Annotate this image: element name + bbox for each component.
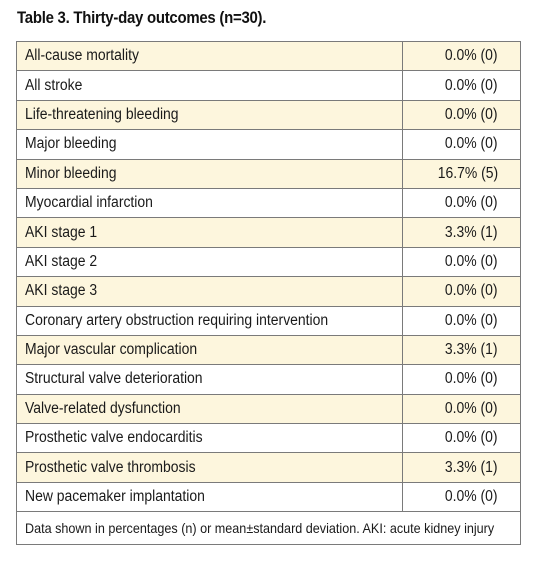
table-row: Major bleeding 0.0% (0) bbox=[16, 129, 521, 160]
table-row: AKI stage 1 3.3% (1) bbox=[16, 217, 521, 248]
outcome-value: 16.7% (5) bbox=[402, 158, 521, 189]
outcome-label: AKI stage 2 bbox=[16, 246, 403, 278]
table-row: Myocardial infarction 0.0% (0) bbox=[16, 187, 521, 219]
table-row: Valve-related dysfunction 0.0% (0) bbox=[16, 393, 521, 425]
outcome-value: 0.0% (0) bbox=[402, 393, 521, 425]
outcome-value: 0.0% (0) bbox=[402, 70, 521, 101]
table-row: AKI stage 3 0.0% (0) bbox=[16, 276, 521, 307]
outcomes-table: All-cause mortality 0.0% (0) All stroke … bbox=[16, 40, 521, 546]
outcome-label: AKI stage 3 bbox=[16, 276, 403, 307]
outcome-label: New pacemaker implantation bbox=[16, 481, 403, 513]
table-title: Table 3. Thirty-day outcomes (n=30). bbox=[17, 8, 267, 27]
outcome-value: 0.0% (0) bbox=[402, 187, 521, 219]
table-footnote: Data shown in percentages (n) or mean±st… bbox=[16, 511, 521, 546]
table-row: Coronary artery obstruction requiring in… bbox=[16, 305, 521, 336]
outcome-label: Major bleeding bbox=[16, 129, 403, 160]
outcome-value: 3.3% (1) bbox=[402, 217, 521, 248]
table-row: Minor bleeding 16.7% (5) bbox=[16, 158, 521, 189]
outcome-label: Life-threatening bleeding bbox=[16, 99, 403, 131]
outcome-label: Valve-related dysfunction bbox=[16, 393, 403, 425]
outcome-label: Major vascular complication bbox=[16, 334, 403, 366]
outcome-label: Prosthetic valve endocarditis bbox=[16, 423, 403, 454]
outcome-value: 0.0% (0) bbox=[402, 364, 521, 395]
outcomes-table-container: All-cause mortality 0.0% (0) All stroke … bbox=[16, 40, 521, 546]
outcome-label: Structural valve deterioration bbox=[16, 364, 403, 395]
outcome-value: 0.0% (0) bbox=[402, 305, 521, 336]
table-row: All-cause mortality 0.0% (0) bbox=[16, 40, 521, 72]
table-row: Life-threatening bleeding 0.0% (0) bbox=[16, 99, 521, 131]
outcome-label: Minor bleeding bbox=[16, 158, 403, 189]
outcome-value: 0.0% (0) bbox=[402, 129, 521, 160]
outcome-label: All-cause mortality bbox=[16, 40, 403, 72]
table-row: Major vascular complication 3.3% (1) bbox=[16, 334, 521, 366]
outcome-label: All stroke bbox=[16, 70, 403, 101]
outcome-value: 3.3% (1) bbox=[402, 334, 521, 366]
table-row: Prosthetic valve thrombosis 3.3% (1) bbox=[16, 452, 521, 483]
table-row: New pacemaker implantation 0.0% (0) bbox=[16, 481, 521, 513]
outcome-value: 0.0% (0) bbox=[402, 276, 521, 307]
footnote-row: Data shown in percentages (n) or mean±st… bbox=[16, 511, 521, 546]
outcome-label: AKI stage 1 bbox=[16, 217, 403, 248]
outcome-label: Myocardial infarction bbox=[16, 187, 403, 219]
table-row: AKI stage 2 0.0% (0) bbox=[16, 246, 521, 278]
outcome-value: 0.0% (0) bbox=[402, 99, 521, 131]
outcome-value: 3.3% (1) bbox=[402, 452, 521, 483]
outcome-label: Coronary artery obstruction requiring in… bbox=[16, 305, 403, 336]
table-row: Structural valve deterioration 0.0% (0) bbox=[16, 364, 521, 395]
table-row: All stroke 0.0% (0) bbox=[16, 70, 521, 101]
outcome-value: 0.0% (0) bbox=[402, 246, 521, 278]
outcome-value: 0.0% (0) bbox=[402, 423, 521, 454]
outcome-value: 0.0% (0) bbox=[402, 481, 521, 513]
table-row: Prosthetic valve endocarditis 0.0% (0) bbox=[16, 423, 521, 454]
outcome-value: 0.0% (0) bbox=[402, 40, 521, 72]
outcome-label: Prosthetic valve thrombosis bbox=[16, 452, 403, 483]
